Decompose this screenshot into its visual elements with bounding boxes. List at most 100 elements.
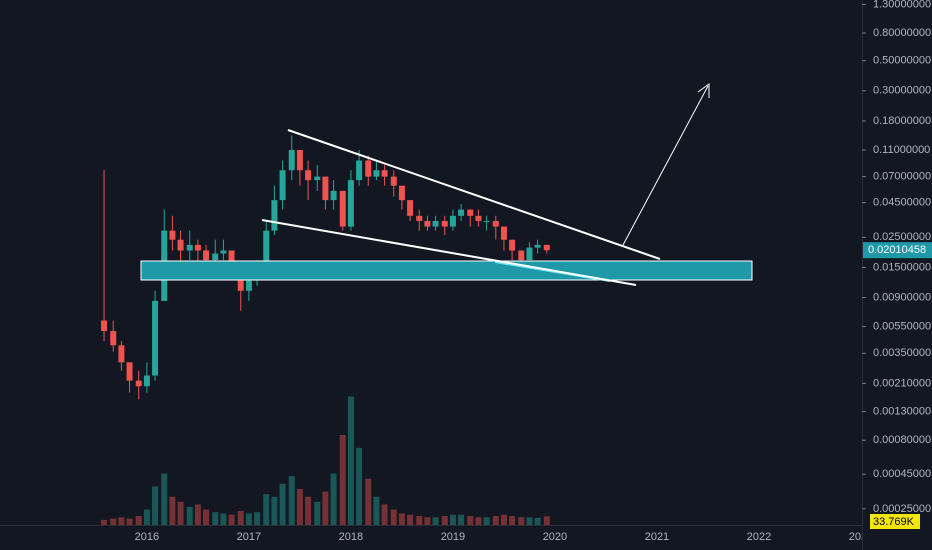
candle-body	[390, 176, 397, 186]
volume-bar	[237, 510, 244, 525]
volume-bar	[339, 435, 346, 525]
y-tick-label: 0.00550000	[873, 321, 931, 333]
candle-body	[509, 239, 516, 251]
candle-body	[441, 220, 448, 227]
lower-trendline	[261, 219, 637, 286]
candle-body	[186, 244, 193, 251]
candle-body	[101, 320, 108, 332]
candle-body	[500, 226, 507, 240]
volume-bar	[305, 496, 312, 525]
candle-body	[314, 176, 321, 181]
candle-body	[373, 170, 380, 177]
candle-body	[416, 215, 423, 221]
candle-body	[135, 380, 142, 387]
volume-bar	[330, 473, 337, 525]
support-zone	[140, 260, 753, 281]
candle-body	[543, 244, 550, 251]
volume-bar	[186, 507, 193, 525]
y-tick-label: 0.07000000	[873, 171, 931, 183]
volume-bar	[194, 504, 201, 525]
last-volume-label: 33.769K	[873, 516, 915, 528]
volume-bar	[254, 512, 261, 525]
volume-bar	[212, 512, 219, 525]
volume-bar	[288, 476, 295, 525]
candle-body	[483, 220, 490, 222]
volume-bar	[271, 496, 278, 525]
y-tick-label: 0.00350000	[873, 347, 931, 359]
candle-body	[143, 375, 150, 387]
candle-body	[330, 190, 337, 201]
volume-bar	[416, 516, 423, 525]
candle-body	[126, 362, 133, 381]
volume-bar	[398, 513, 405, 525]
volume-bar	[534, 517, 541, 525]
drawings	[140, 83, 753, 286]
candle-body	[279, 170, 286, 201]
volume-bar	[101, 519, 108, 525]
candle-body	[407, 200, 414, 216]
volume-bar	[110, 518, 117, 525]
y-tick-label: 1.30000000	[873, 0, 931, 10]
candle-body	[449, 215, 456, 227]
volume-bar	[220, 513, 227, 525]
volume-bar	[118, 517, 125, 525]
volume-bar	[365, 478, 372, 525]
volume-bar	[381, 504, 388, 525]
plot	[101, 135, 550, 525]
candle-body	[203, 250, 210, 261]
candle-body	[356, 160, 363, 181]
volume-bar	[407, 514, 414, 525]
candle-body	[245, 280, 252, 291]
volume-bar	[483, 517, 490, 525]
volume-bar	[135, 516, 142, 525]
x-tick-label: 2022	[747, 531, 771, 543]
volume-bar	[432, 517, 439, 525]
volume-bar	[228, 514, 235, 525]
y-tick-label: 0.04500000	[873, 197, 931, 209]
y-tick-label: 0.30000000	[873, 85, 931, 97]
candle-body	[118, 345, 125, 363]
y-tick-label: 0.01500000	[873, 261, 931, 273]
candle-body	[152, 300, 159, 376]
candle-body	[381, 170, 388, 177]
candle-body	[518, 250, 525, 261]
candle-body	[288, 149, 295, 171]
y-tick-label: 0.02500000	[873, 231, 931, 243]
y-tick-label: 0.80000000	[873, 27, 931, 39]
x-tick-label: 2017	[237, 531, 261, 543]
candle-body	[194, 244, 201, 251]
candle-body	[432, 220, 439, 227]
volume-bar	[152, 486, 159, 525]
candle-body	[339, 190, 346, 227]
candle-body	[271, 200, 278, 231]
y-tick-label: 0.00900000	[873, 291, 931, 303]
volume-bar	[263, 494, 270, 525]
volume-bar	[245, 513, 252, 525]
candle-body	[263, 230, 270, 276]
candle-body	[220, 250, 227, 254]
volume-bar	[322, 491, 329, 525]
volume-bar	[449, 514, 456, 525]
volume-bar	[347, 396, 354, 525]
volume-bar	[143, 509, 150, 525]
y-tick-label: 0.00045000	[873, 468, 931, 480]
volume-bar	[203, 509, 210, 525]
volume-bar	[543, 516, 550, 525]
volume-bar	[356, 447, 363, 525]
candle-body	[424, 220, 431, 227]
x-tick-label: 2016	[135, 531, 159, 543]
x-tick-label: 2021	[645, 531, 669, 543]
y-tick-label: 0.00025000	[873, 503, 931, 515]
upper-trendline	[287, 129, 661, 260]
volume-bar	[526, 517, 533, 525]
candle-body	[534, 244, 541, 248]
volume-bar	[500, 514, 507, 525]
volume-bar	[177, 501, 184, 525]
y-tick-label: 0.50000000	[873, 55, 931, 67]
volume-bar	[509, 516, 516, 525]
x-tick-label: 2020	[543, 531, 567, 543]
volume-bar	[279, 483, 286, 525]
y-tick-label: 0.00080000	[873, 434, 931, 446]
